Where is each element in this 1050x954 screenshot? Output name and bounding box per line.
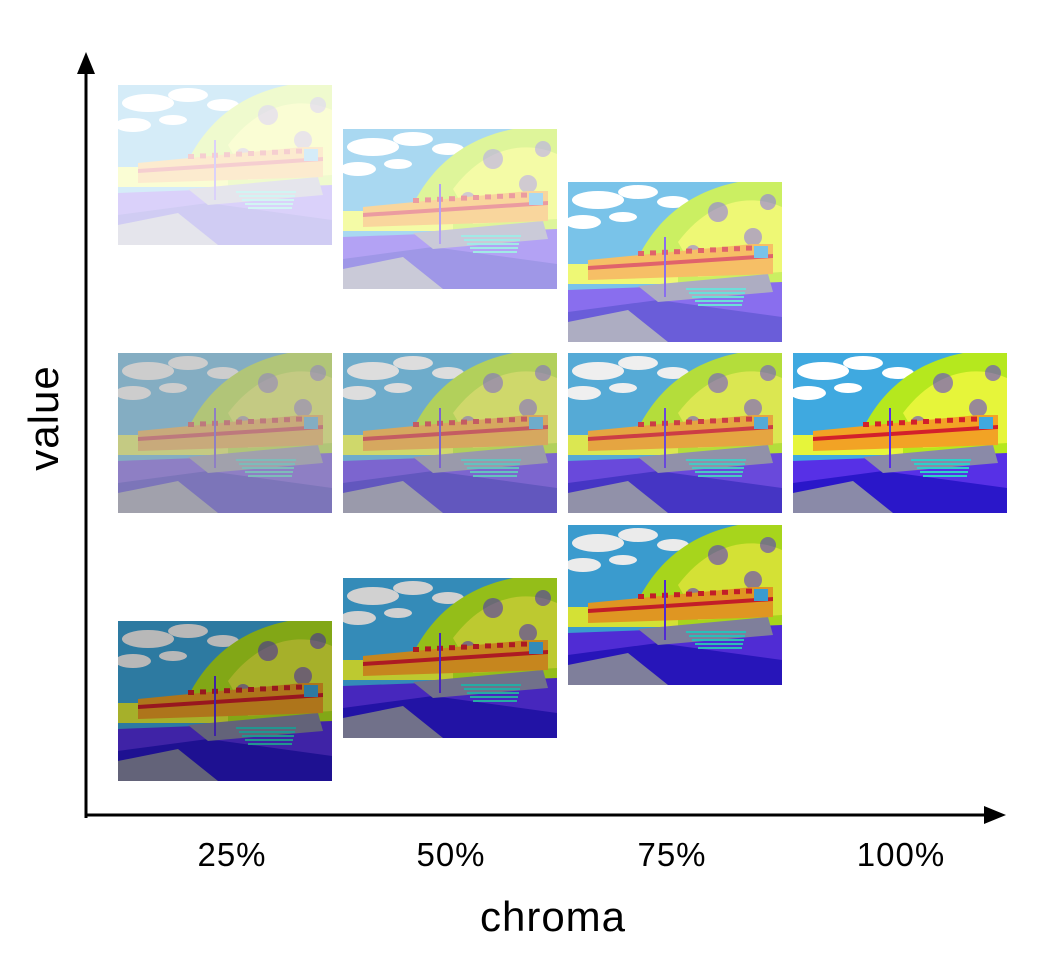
image-tile-middle-75 <box>568 353 782 513</box>
image-tile-grid <box>118 85 1007 781</box>
y-axis-arrowhead <box>77 52 95 74</box>
y-axis <box>77 52 95 818</box>
x-axis-arrowhead <box>984 806 1006 824</box>
image-tile-middle-50 <box>343 353 557 513</box>
image-tile-lower-75 <box>568 525 782 685</box>
image-tile-bottom-25 <box>118 621 332 781</box>
image-tile-middle-25 <box>118 353 332 513</box>
image-tile-middle-100 <box>793 353 1007 513</box>
x-tick-label-25: 25% <box>197 836 267 873</box>
image-tile-top-25 <box>118 85 332 245</box>
x-tick-label-75: 75% <box>637 836 707 873</box>
image-tile-lower-50 <box>343 578 557 738</box>
x-tick-label-50: 50% <box>416 836 486 873</box>
x-tick-label-100: 100% <box>856 836 946 873</box>
y-axis-title: value <box>20 365 67 471</box>
x-axis-title: chroma <box>479 893 627 940</box>
image-tile-top-75 <box>568 182 782 342</box>
image-tile-top-50 <box>343 129 557 289</box>
x-axis <box>85 806 1006 824</box>
